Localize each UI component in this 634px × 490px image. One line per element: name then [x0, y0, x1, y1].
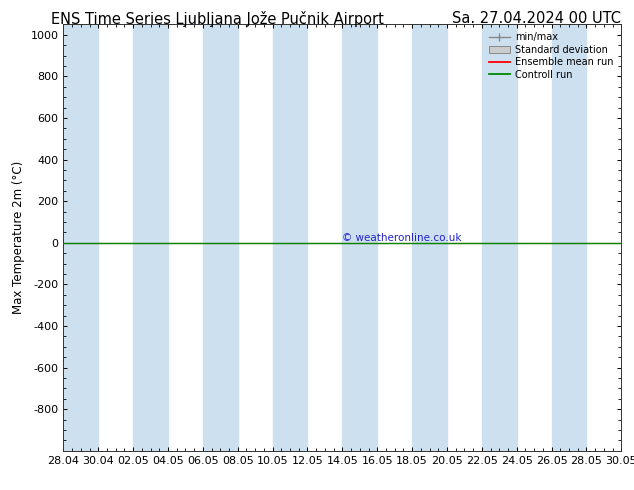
Bar [482, 24, 517, 451]
Bar [342, 24, 377, 451]
Text: ENS Time Series Ljubljana Jože Pučnik Airport: ENS Time Series Ljubljana Jože Pučnik Ai… [51, 11, 384, 27]
Y-axis label: Max Temperature 2m (°C): Max Temperature 2m (°C) [12, 161, 25, 314]
Text: © weatheronline.co.uk: © weatheronline.co.uk [342, 233, 462, 243]
Text: Sa. 27.04.2024 00 UTC: Sa. 27.04.2024 00 UTC [452, 11, 621, 26]
Bar [273, 24, 307, 451]
Legend: min/max, Standard deviation, Ensemble mean run, Controll run: min/max, Standard deviation, Ensemble me… [486, 29, 616, 82]
Bar [133, 24, 168, 451]
Bar [63, 24, 98, 451]
Bar [203, 24, 238, 451]
Bar [552, 24, 586, 451]
Bar [412, 24, 447, 451]
